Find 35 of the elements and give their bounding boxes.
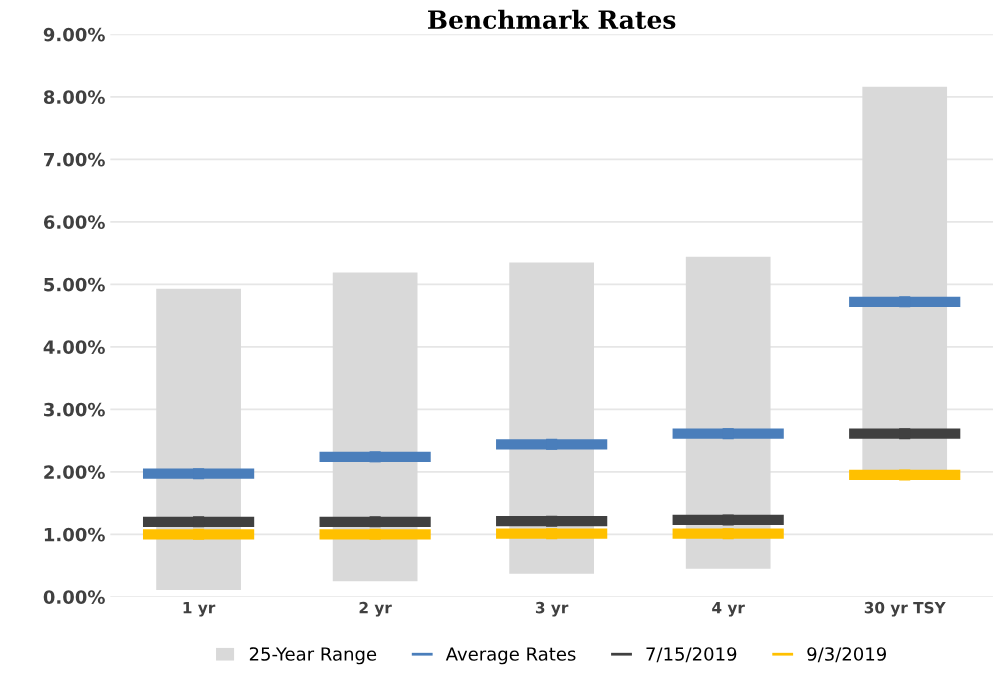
x-tick-label: 30 yr TSY bbox=[864, 601, 946, 617]
y-tick-label: 1.00% bbox=[44, 527, 105, 542]
point bbox=[369, 528, 381, 540]
y-tick-label: 7.00% bbox=[44, 152, 105, 167]
y-tick-label: 4.00% bbox=[43, 340, 105, 354]
x-tick-label: 1 yr bbox=[183, 602, 216, 617]
point bbox=[369, 516, 381, 528]
y-tick-label: 3.00% bbox=[44, 402, 105, 417]
y-tick-label: 6.00% bbox=[43, 215, 105, 229]
legend-label: 9/3/2019 bbox=[807, 647, 886, 663]
legend-label: Average Rates bbox=[445, 647, 576, 665]
x-tick-label: 2 yr bbox=[359, 601, 392, 617]
point bbox=[899, 469, 911, 481]
point bbox=[722, 428, 734, 440]
point bbox=[899, 428, 911, 440]
y-tick-label: 0.00% bbox=[43, 590, 105, 604]
x-tick-label: 4 yr bbox=[712, 602, 745, 617]
point bbox=[546, 438, 558, 450]
legend-label: 25-Year Range bbox=[249, 647, 377, 665]
x-tick-label: 3 yr bbox=[535, 601, 569, 617]
y-tick-label: 2.00% bbox=[44, 465, 105, 479]
point bbox=[193, 516, 205, 528]
point bbox=[899, 296, 911, 308]
y-tick-label: 9.00% bbox=[43, 27, 105, 42]
point bbox=[193, 528, 205, 540]
point bbox=[193, 468, 205, 480]
point bbox=[722, 528, 734, 540]
point bbox=[369, 451, 381, 463]
point bbox=[722, 514, 734, 526]
chart-title: Benchmark Rates bbox=[428, 9, 676, 30]
y-tick-label: 8.00% bbox=[43, 90, 105, 104]
point bbox=[546, 528, 558, 540]
y-tick-label: 5.00% bbox=[44, 277, 105, 292]
legend-label: 7/15/2019 bbox=[646, 647, 737, 663]
point bbox=[546, 515, 558, 527]
